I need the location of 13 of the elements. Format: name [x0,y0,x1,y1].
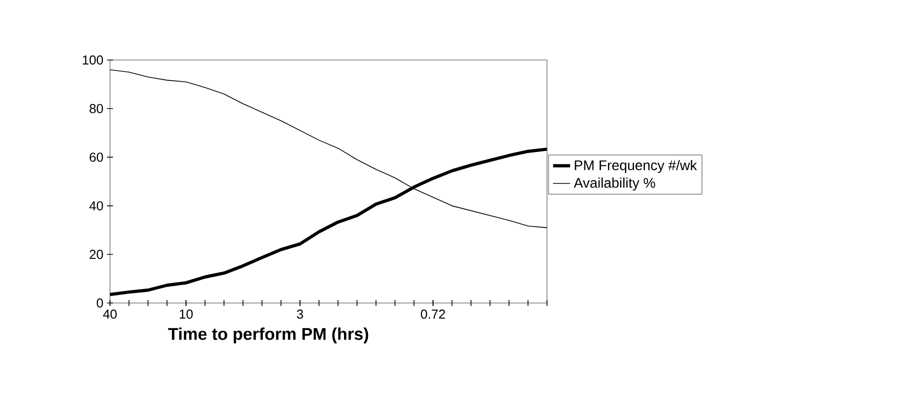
x-axis-title: Time to perform PM (hrs) [168,328,368,344]
x-tick-label: 3 [296,310,304,319]
x-tick-label: 10 [180,310,193,319]
legend-label: Availability % [574,178,656,191]
x-tick-label: 0.72 [420,310,445,319]
legend-label: PM Frequency #/wk [574,160,697,173]
y-tick-label: 40 [89,201,103,210]
y-tick-label: 60 [90,152,103,162]
x-tick-label: 40 [103,310,117,319]
y-tick-label: 100 [82,55,103,65]
y-tick-label: 0 [96,298,103,308]
y-tick-label: 20 [90,250,103,259]
y-tick-label: 80 [90,104,103,114]
